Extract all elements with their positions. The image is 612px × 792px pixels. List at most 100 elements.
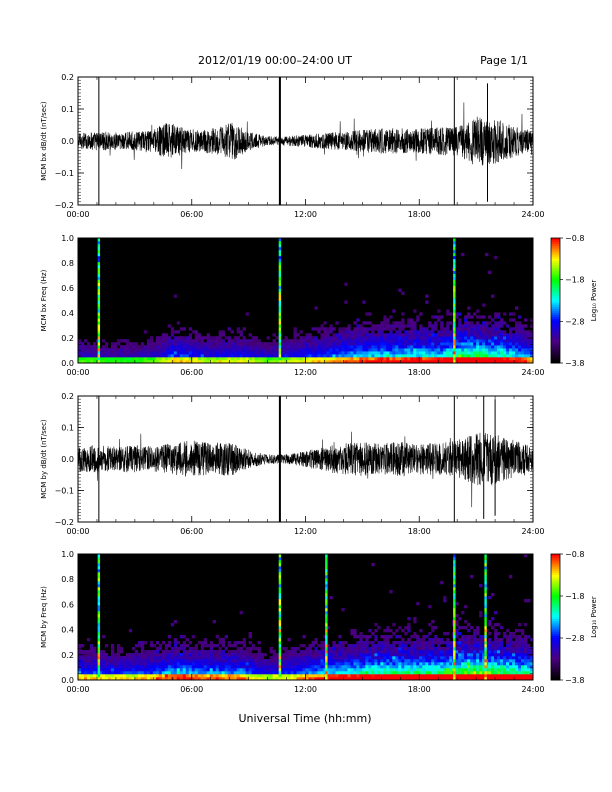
spectrogram-cell <box>227 653 231 657</box>
spectrogram-cell <box>359 674 363 678</box>
spectrogram-cell <box>173 641 178 645</box>
spectrogram-cell <box>86 650 91 654</box>
spectrogram-cell <box>158 339 163 343</box>
spectrogram-cell <box>458 339 462 343</box>
spectrogram-cell <box>305 659 309 663</box>
spectrogram-cell <box>497 339 501 343</box>
spectrogram-cell <box>104 644 109 648</box>
spectrogram-cell <box>386 626 390 630</box>
spectrogram-cell <box>446 659 450 663</box>
spectrogram-cell <box>335 659 339 663</box>
spectrogram-cell <box>467 357 471 361</box>
spectrogram-cell <box>95 345 100 349</box>
spectrogram-cell <box>338 677 342 681</box>
spectrogram-cell <box>326 330 330 334</box>
spectrogram-cell <box>98 665 103 669</box>
spectrogram-cell <box>272 360 276 364</box>
spectrogram-cell <box>494 662 498 666</box>
spectrogram-cell <box>515 635 519 639</box>
spectrogram-cell <box>374 348 378 352</box>
spectrogram-cell <box>524 662 528 666</box>
spectrogram-cell <box>437 345 441 349</box>
spectrogram-cell <box>446 677 450 681</box>
spectrogram-cell <box>128 351 133 355</box>
spectrogram-cell <box>287 339 291 343</box>
spectrogram-cell <box>407 671 411 675</box>
spectrogram-cell <box>194 342 199 346</box>
spectrogram-cell <box>209 644 213 648</box>
spectrogram-cell <box>518 336 522 340</box>
spectrogram-cell <box>398 321 402 325</box>
spectrogram-cell <box>188 653 193 657</box>
spectrogram-cell <box>194 647 199 651</box>
spectrogram-spike <box>484 596 487 600</box>
spectrogram-cell <box>503 330 507 334</box>
spectrogram-cell <box>434 348 438 352</box>
spectrogram-cell <box>458 626 462 630</box>
spectrogram-cell <box>224 659 228 663</box>
spectrogram-cell <box>482 342 486 346</box>
spectrogram-cell <box>239 357 243 361</box>
spectrogram-cell <box>131 351 136 355</box>
spectrogram-cell <box>371 671 375 675</box>
spectrogram-cell <box>197 333 202 337</box>
spectrogram-cell <box>143 671 148 675</box>
spectrogram-cell <box>425 644 429 648</box>
spectrogram-cell <box>245 345 249 349</box>
spectrogram-cell <box>251 656 255 660</box>
spectrogram-cell <box>353 360 357 364</box>
spectrogram-cell <box>116 656 121 660</box>
spectrogram-cell <box>467 306 471 310</box>
spectrogram-cell <box>263 662 267 666</box>
spectrogram-cell <box>242 668 246 672</box>
spectrogram-spike <box>278 599 282 603</box>
spectrogram-cell <box>518 351 522 355</box>
spectrogram-cell <box>290 357 294 361</box>
spectrogram-cell <box>386 665 390 669</box>
spectrogram-cell <box>425 300 429 304</box>
spectrogram-cell <box>314 327 318 331</box>
spectrogram-cell <box>404 650 408 654</box>
spectrogram-cell <box>314 354 318 358</box>
spectrogram-cell <box>509 668 513 672</box>
spectrogram-cell <box>470 665 474 669</box>
spectrogram-cell <box>458 333 462 337</box>
spectrogram-cell <box>125 354 130 358</box>
spectrogram-cell <box>92 348 97 352</box>
spectrogram-cell <box>164 333 169 337</box>
spectrogram-cell <box>353 336 357 340</box>
spectrogram-cell <box>485 333 489 337</box>
spectrogram-cell <box>122 360 127 364</box>
spectrogram-cell <box>146 653 151 657</box>
spectrogram-cell <box>506 674 510 678</box>
spectrogram-cell <box>269 360 273 364</box>
spectrogram-cell <box>284 662 288 666</box>
spectrogram-cell <box>413 339 417 343</box>
spectrogram-cell <box>299 656 303 660</box>
spectrogram-spike <box>453 593 456 597</box>
spectrogram-spike <box>97 246 101 251</box>
spectrogram-spike <box>278 312 282 316</box>
spectrogram-cell <box>206 345 211 349</box>
spectrogram-cell <box>332 641 336 645</box>
spectrogram-cell <box>404 662 408 666</box>
spectrogram-cell <box>158 348 163 352</box>
spectrogram-cell <box>257 650 261 654</box>
spectrogram-cell <box>308 668 312 672</box>
spectrogram-cell <box>92 351 97 355</box>
spectrogram-cell <box>143 354 148 358</box>
spectrogram-cell <box>401 333 405 337</box>
spectrogram-cell <box>257 662 261 666</box>
spectrogram-cell <box>362 665 366 669</box>
spectrogram-cell <box>404 330 408 334</box>
spectrogram-cell <box>326 345 330 349</box>
spectrogram-cell <box>146 677 151 681</box>
spectrogram-cell <box>254 342 258 346</box>
spectrogram-cell <box>494 665 498 669</box>
spectrogram-cell <box>488 653 492 657</box>
spectrogram-cell <box>104 357 109 361</box>
spectrogram-cell <box>239 668 243 672</box>
spectrogram-cell <box>527 659 531 663</box>
spectrogram-cell <box>503 632 507 636</box>
spectrogram-spike <box>97 345 101 349</box>
